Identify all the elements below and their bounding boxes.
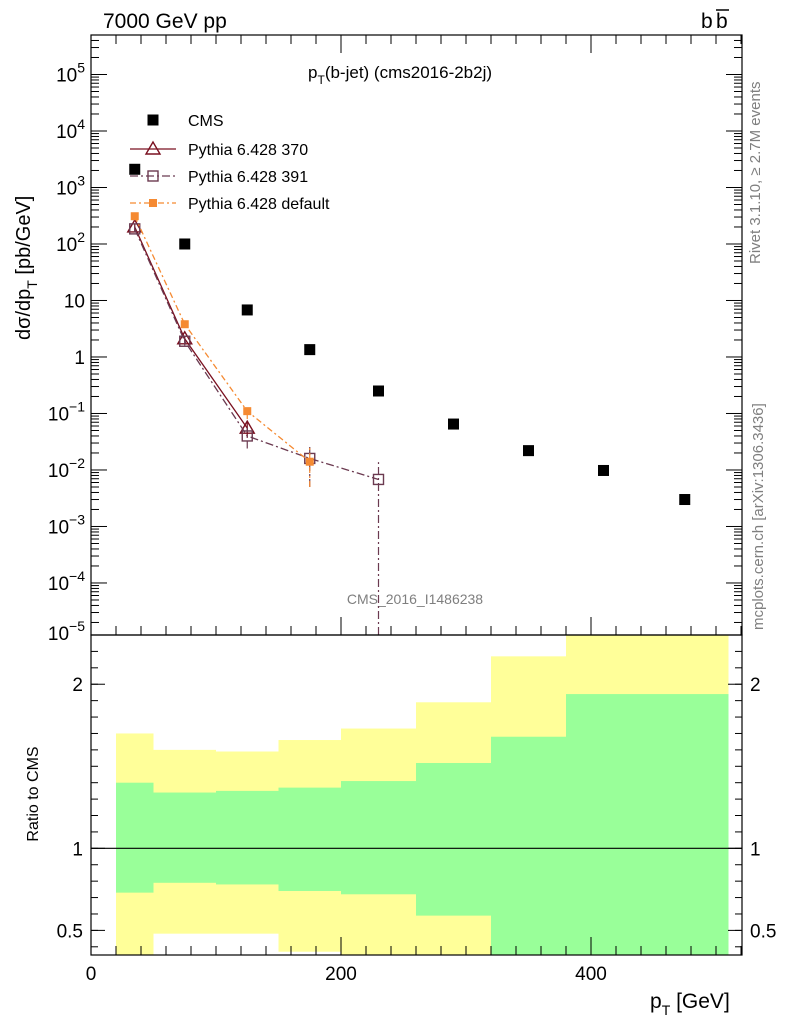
process-bbar: b — [716, 10, 728, 33]
legend-label: Pythia 6.428 default — [188, 196, 330, 213]
legend-marker — [144, 140, 162, 155]
ratio-tick-label-left: 2 — [72, 675, 83, 696]
legend: CMS Pythia 6.428 370 Pythia 6.428 391 Pythi… — [130, 113, 330, 213]
point-data — [241, 304, 253, 316]
point-data — [448, 418, 459, 430]
ratio-axis-label: Ratio to CMS — [25, 746, 42, 841]
point-data — [679, 494, 691, 506]
rivet-version-label: Rivet 3.1.10, ≥ 2.7M events — [747, 82, 764, 265]
band-inner-7 — [566, 694, 641, 955]
y-tick-label: 104 — [56, 116, 85, 143]
legend-label: Pythia 6.428 370 — [188, 142, 308, 159]
ratio-tick-label-right: 1 — [750, 839, 761, 860]
process-label: b b — [701, 9, 729, 33]
legend-item-p391: Pythia 6.428 391 — [130, 169, 308, 186]
point-p391 — [129, 223, 141, 235]
point-p391 — [372, 473, 385, 486]
point-data — [523, 445, 534, 457]
point-pdef — [130, 212, 139, 221]
legend-label: CMS — [188, 113, 224, 130]
band-inner-6 — [491, 736, 566, 955]
y-tick-label: 10−3 — [48, 511, 85, 538]
point-p391 — [241, 430, 253, 442]
y-tick-label: 1 — [74, 348, 85, 369]
x-tick-label: 0 — [86, 964, 97, 985]
analysis-id-label: CMS_2016_I1486238 — [347, 591, 483, 607]
point-p391 — [179, 335, 191, 347]
ratio-tick-label-right: 0.5 — [750, 921, 776, 942]
ratio-tick-label-left: 1 — [72, 839, 83, 860]
series-p391 — [129, 223, 385, 635]
data-series — [126, 163, 691, 635]
y-tick-label: 10−5 — [48, 618, 85, 645]
y-tick-label: 102 — [56, 229, 85, 256]
ratio-uncertainty-bands — [91, 635, 742, 955]
y-tick-label: 103 — [56, 172, 85, 199]
legend-label: Pythia 6.428 391 — [188, 169, 308, 186]
band-inner-3 — [278, 787, 341, 891]
mcplots-credit-label: mcplots.cern.ch [arXiv:1306.3436] — [750, 403, 767, 630]
point-pdef — [305, 457, 314, 466]
y-tick-label: 10−1 — [48, 398, 85, 425]
legend-marker — [149, 199, 157, 207]
y-axis-label: dσ/dpT [pb/GeV] — [13, 196, 40, 340]
point-data — [598, 464, 609, 476]
legend-item-data: CMS — [147, 113, 224, 130]
energy-label: 7000 GeV pp — [103, 10, 227, 33]
y-tick-label: 10−4 — [48, 568, 85, 595]
series-data — [129, 163, 691, 506]
series-pdef — [130, 212, 314, 487]
plot-title: pT(b-jet) (cms2016-2b2j) — [308, 63, 492, 87]
x-tick-label: 200 — [325, 964, 357, 985]
ratio-frame — [90, 634, 743, 956]
ratio-axis: 0.5 0.5 1 1 2 2 0 200 400 — [57, 650, 776, 985]
band-inner-5 — [416, 763, 491, 916]
y-tick-label: 10−2 — [48, 455, 85, 482]
point-data — [304, 344, 316, 356]
x-tick-label: 400 — [575, 964, 607, 985]
y-tick-label: 10 — [64, 291, 85, 312]
series-p370 — [126, 218, 256, 438]
band-inner-8 — [641, 694, 729, 955]
point-data — [179, 238, 191, 250]
point-data — [373, 385, 384, 397]
series-line-p391 — [134, 228, 379, 481]
point-data — [129, 163, 141, 175]
band-inner-2 — [216, 790, 279, 885]
point-pdef — [243, 407, 252, 416]
main-axis: 10−5 10−4 10−3 10−2 10−1 1 10 102 103 104 105 — [48, 34, 742, 645]
point-pdef — [180, 320, 189, 329]
band-inner-4 — [341, 781, 416, 895]
band-inner-1 — [153, 792, 216, 883]
x-axis-label: pT [GeV] — [650, 990, 730, 1018]
legend-item-pdef: Pythia 6.428 default — [130, 196, 330, 213]
point-p370 — [239, 419, 256, 434]
ratio-tick-label-left: 0.5 — [57, 921, 83, 942]
series-line-p370 — [134, 226, 248, 429]
legend-item-p370: Pythia 6.428 370 — [130, 140, 308, 159]
ratio-tick-label-right: 2 — [750, 675, 761, 696]
series-line-pdef — [134, 215, 311, 463]
legend-marker — [147, 170, 159, 182]
legend-marker — [147, 114, 159, 126]
process-b: b — [701, 10, 713, 33]
band-inner-0 — [116, 782, 154, 893]
y-tick-label: 105 — [56, 59, 85, 86]
